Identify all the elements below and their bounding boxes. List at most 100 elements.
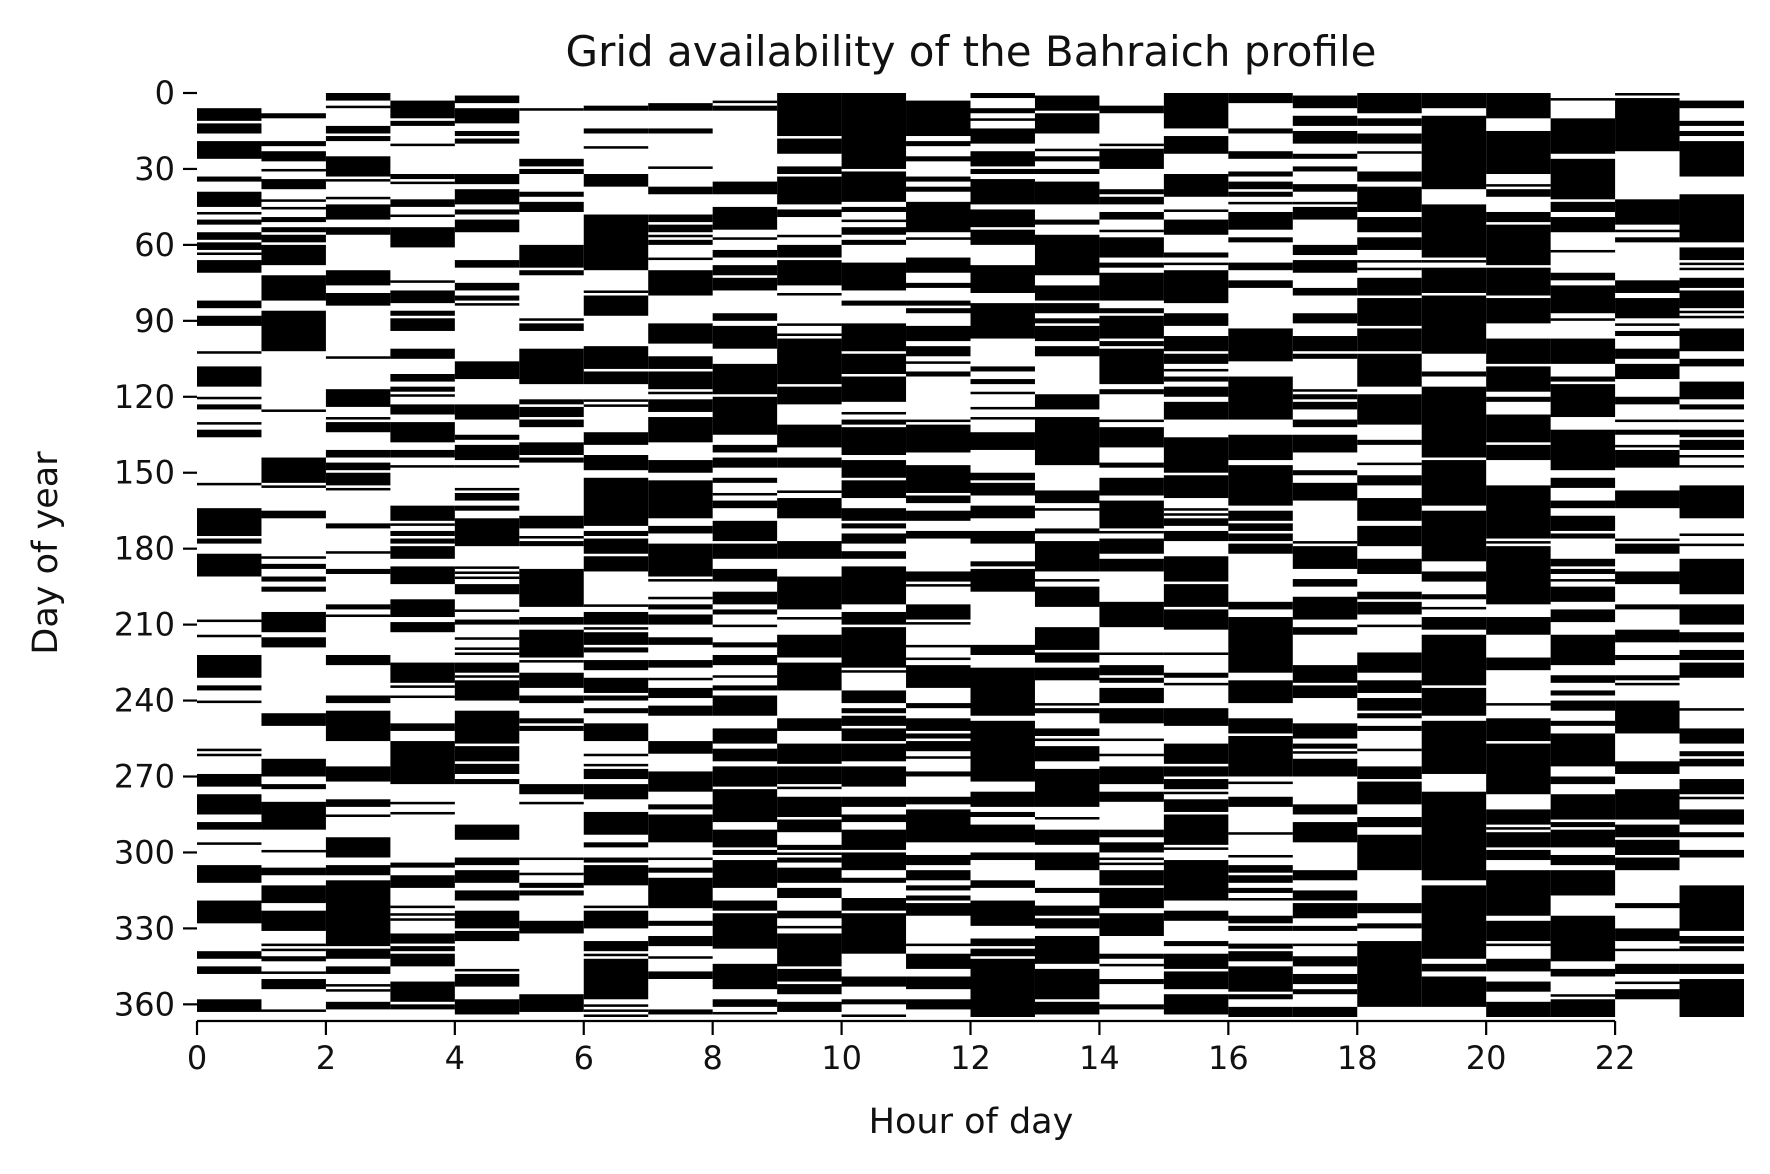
heatmap-cell <box>1292 665 1358 683</box>
heatmap-cell <box>1357 475 1422 486</box>
heatmap-cell <box>1099 601 1164 628</box>
heatmap-cell <box>583 404 649 407</box>
heatmap-cell <box>712 591 778 605</box>
heatmap-cell <box>583 611 649 625</box>
heatmap-cell <box>519 672 584 688</box>
heatmap-cell <box>970 417 1035 420</box>
heatmap-cell <box>712 477 778 483</box>
heatmap-cell <box>1163 437 1229 473</box>
heatmap-cell <box>325 196 391 200</box>
heatmap-cell <box>1099 262 1164 268</box>
heatmap-cell <box>197 191 262 207</box>
heatmap-cell <box>1550 829 1616 848</box>
heatmap-cell <box>1550 994 1616 997</box>
heatmap-cell <box>1292 804 1358 815</box>
heatmap-cell <box>454 361 520 380</box>
heatmap-cell <box>648 543 713 577</box>
heatmap-cell <box>519 168 584 175</box>
heatmap-cell <box>454 209 520 215</box>
heatmap-cell <box>583 857 649 863</box>
heatmap-cell <box>1357 698 1422 711</box>
heatmap-cell <box>325 136 391 142</box>
heatmap-cell <box>261 457 326 483</box>
heatmap-cell <box>712 206 778 230</box>
heatmap-cell <box>1292 206 1358 220</box>
heatmap-cell <box>841 353 907 374</box>
heatmap-cell <box>325 799 391 807</box>
heatmap-cell <box>583 865 649 886</box>
heatmap-cell <box>583 627 649 630</box>
heatmap-cell <box>777 338 842 385</box>
heatmap-cell <box>712 766 778 787</box>
heatmap-cell <box>1163 994 1229 1015</box>
heatmap-cell <box>1486 366 1551 392</box>
heatmap-cell <box>841 999 907 1005</box>
heatmap-cell <box>1163 609 1229 630</box>
heatmap-cell <box>1099 427 1164 448</box>
heatmap-cell <box>1163 791 1229 795</box>
heatmap-cell <box>1228 211 1293 230</box>
heatmap-cell <box>261 217 326 223</box>
heatmap-cell <box>648 660 713 668</box>
y-tick-label: 150 <box>114 454 175 492</box>
heatmap-cell <box>583 723 649 742</box>
heatmap-cell <box>454 609 520 612</box>
heatmap-cell <box>841 1014 907 1017</box>
heatmap-cell <box>1292 579 1358 587</box>
heatmap-cell <box>712 543 778 559</box>
heatmap-cell <box>712 609 778 615</box>
heatmap-cell <box>390 933 455 944</box>
heatmap-cell <box>390 801 455 805</box>
heatmap-cell <box>1099 665 1164 676</box>
heatmap-cell <box>1099 862 1164 866</box>
heatmap-cell <box>906 141 971 147</box>
heatmap-cell <box>970 720 1035 782</box>
heatmap-cell <box>1034 95 1100 111</box>
heatmap-cell <box>1163 401 1229 420</box>
heatmap-cell <box>390 404 455 415</box>
heatmap-cell <box>1615 761 1680 774</box>
heatmap-cell <box>1099 766 1164 785</box>
heatmap-cell <box>777 209 842 218</box>
heatmap-cell <box>1550 217 1616 233</box>
heatmap-cell <box>390 622 455 633</box>
heatmap-cell <box>325 472 391 486</box>
heatmap-cell <box>519 457 584 463</box>
heatmap-cell <box>712 457 778 468</box>
heatmap-cell <box>712 249 778 258</box>
heatmap-cell <box>519 536 584 539</box>
heatmap-cell <box>1034 417 1100 466</box>
heatmap-cell <box>583 455 649 471</box>
heatmap-cell <box>841 976 907 987</box>
heatmap-cell <box>906 604 971 620</box>
heatmap-cell <box>1486 958 1551 972</box>
heatmap-cell <box>261 206 326 210</box>
heatmap-cell <box>583 556 649 572</box>
heatmap-cell <box>197 654 262 678</box>
heatmap-cell <box>261 275 326 301</box>
heatmap-cell <box>970 93 1035 99</box>
heatmap-cell <box>1292 184 1358 192</box>
heatmap-cell <box>906 943 971 947</box>
heatmap-cell <box>519 515 584 529</box>
heatmap-cell <box>1034 346 1100 357</box>
heatmap-cell <box>777 498 842 519</box>
heatmap-cell <box>197 634 262 638</box>
heatmap-cell <box>1550 700 1616 711</box>
heatmap-cell <box>648 867 713 873</box>
heatmap-cell <box>519 270 584 276</box>
heatmap-cell <box>1228 376 1293 420</box>
heatmap-cell <box>583 768 649 780</box>
heatmap-cell <box>261 611 326 633</box>
heatmap-cell <box>1228 854 1293 858</box>
heatmap-cell <box>906 186 971 192</box>
heatmap-cell <box>841 913 907 954</box>
heatmap-cell <box>454 303 520 306</box>
heatmap-cell <box>1679 328 1744 352</box>
heatmap-cell <box>1615 538 1680 542</box>
heatmap-cell <box>648 417 713 443</box>
heatmap-cell <box>1099 272 1164 301</box>
heatmap-cell <box>777 617 842 620</box>
heatmap-cell <box>1486 93 1551 119</box>
heatmap-cell <box>712 181 778 195</box>
